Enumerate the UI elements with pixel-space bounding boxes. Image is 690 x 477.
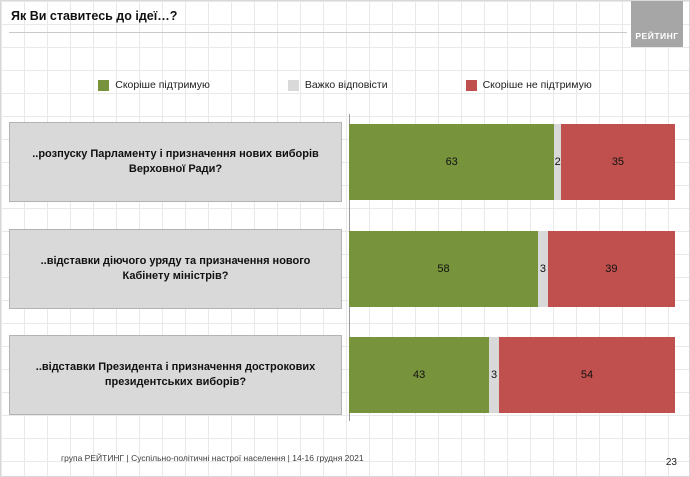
legend-label-support: Скоріше підтримую <box>115 79 210 91</box>
chart-row-parliament: ..розпуску Парламенту і призначення нови… <box>9 122 675 202</box>
legend-swatch-green <box>98 79 110 91</box>
value-label: 63 <box>445 156 458 168</box>
value-label: 39 <box>605 263 618 275</box>
bar-segment-not-support: 39 <box>547 231 675 307</box>
category-label: ..відставки Президента і призначення дос… <box>9 335 342 415</box>
bar-segment-undecided: 2 <box>554 124 561 200</box>
chart-legend: Скоріше підтримую Важко відповісти Скорі… <box>1 79 689 91</box>
legend-swatch-gray <box>287 79 299 91</box>
stacked-bar: 43 3 54 <box>349 337 675 413</box>
header-divider <box>9 32 627 33</box>
footer-source: група РЕЙТИНГ | Суспільно-політичні наст… <box>61 453 364 463</box>
chart-row-president: ..відставки Президента і призначення дос… <box>9 335 675 415</box>
category-label: ..розпуску Парламенту і призначення нови… <box>9 122 342 202</box>
bar-segment-support: 43 <box>349 337 490 413</box>
rating-logo-text: РЕЙТИНГ <box>635 31 679 41</box>
value-label: 43 <box>412 369 426 381</box>
bar-segment-not-support: 35 <box>560 124 675 200</box>
stacked-bar: 63 2 35 <box>349 124 675 200</box>
legend-item-undecided: Важко відповісти <box>287 79 388 91</box>
page-number: 23 <box>665 457 677 468</box>
rating-logo: РЕЙТИНГ <box>631 1 683 47</box>
bar-segment-support: 58 <box>349 231 539 307</box>
category-label: ..відставки діючого уряду та призначення… <box>9 229 342 309</box>
stacked-bar: 58 3 39 <box>349 231 675 307</box>
legend-label-not-support: Скоріше не підтримую <box>482 79 592 91</box>
bar-segment-undecided: 3 <box>538 231 548 307</box>
bar-segment-undecided: 3 <box>489 337 499 413</box>
bar-segment-support: 63 <box>349 124 555 200</box>
value-label: 35 <box>611 156 625 168</box>
value-label: 54 <box>580 369 594 381</box>
legend-item-support: Скоріше підтримую <box>98 79 210 91</box>
legend-label-undecided: Важко відповісти <box>304 79 388 91</box>
value-label: 2 <box>554 156 561 168</box>
value-label: 3 <box>539 263 547 275</box>
bar-segment-not-support: 54 <box>498 337 675 413</box>
chart-row-government: ..відставки діючого уряду та призначення… <box>9 229 675 309</box>
legend-swatch-red <box>465 79 477 91</box>
page-title: Як Ви ставитесь до ідеї…? <box>11 9 178 23</box>
value-label: 58 <box>437 263 450 275</box>
value-label: 3 <box>490 369 498 381</box>
legend-item-not-support: Скоріше не підтримую <box>465 79 592 91</box>
